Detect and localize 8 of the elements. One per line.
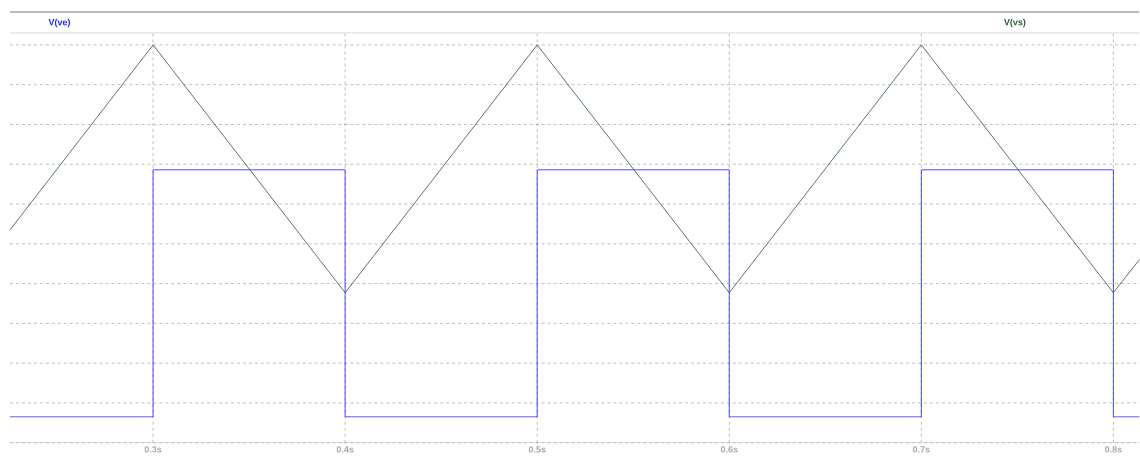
x-tick-label: 0.8s	[1105, 446, 1122, 453]
x-tick-label: 0.6s	[720, 446, 738, 453]
x-tick-label: 0.4s	[336, 446, 354, 453]
x-tick-label: 0.7s	[912, 446, 930, 453]
x-tick-label: 0.3s	[144, 446, 162, 453]
text: V(ve)	[48, 18, 70, 28]
text: V(vs)	[1003, 18, 1026, 28]
x-tick-label: 0.5s	[528, 446, 546, 453]
